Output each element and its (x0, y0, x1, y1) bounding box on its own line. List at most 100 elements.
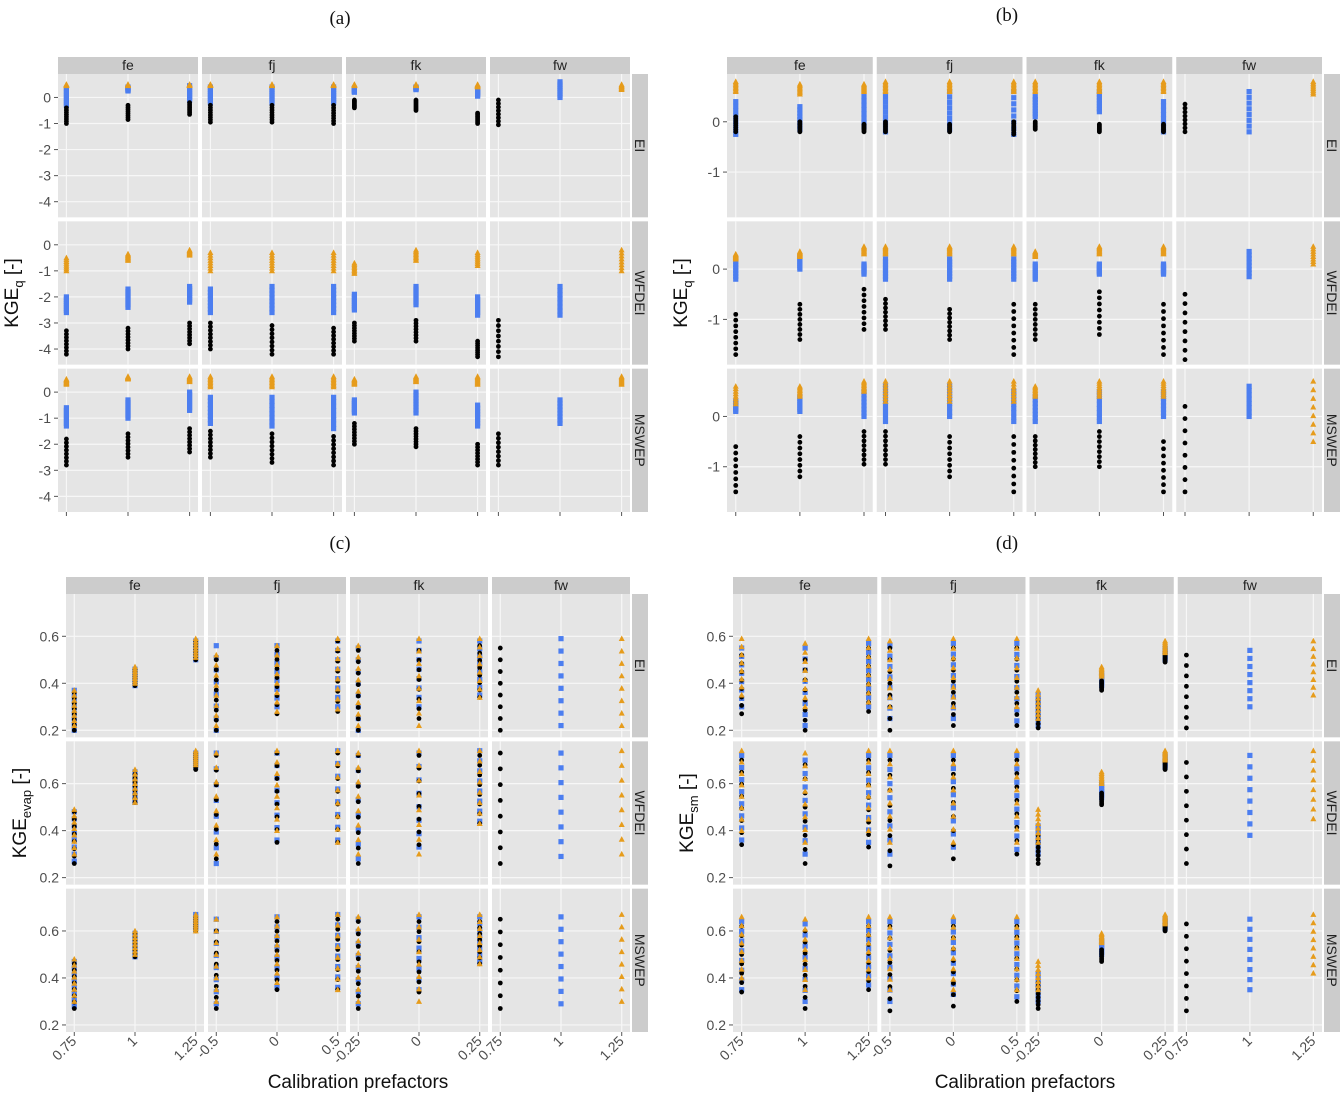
y-tick-label: -1 (708, 164, 721, 180)
point-blue (475, 302, 481, 308)
point-blue (950, 792, 956, 798)
point-black (950, 701, 956, 706)
point-blue (475, 294, 481, 300)
panel-label-a: (a) (329, 8, 350, 29)
point-black (733, 340, 739, 346)
point-orange (950, 664, 957, 671)
point-orange (1162, 920, 1169, 927)
point-blue (413, 87, 419, 93)
point-blue (331, 306, 337, 312)
point-blue (557, 287, 563, 294)
point-blue (1247, 696, 1253, 702)
strip-label-fj: fj (274, 577, 281, 593)
point-orange (618, 960, 625, 967)
point-orange (1010, 386, 1017, 393)
point-black (416, 929, 422, 935)
point-black (352, 338, 357, 344)
point-orange (886, 839, 893, 845)
point-blue (1096, 94, 1102, 100)
point-black (213, 707, 219, 713)
point-blue (413, 404, 419, 410)
point-blue (187, 402, 193, 408)
point-blue (861, 94, 867, 100)
point-blue (558, 809, 564, 815)
point-blue (1032, 96, 1038, 103)
point-black (274, 801, 280, 807)
point-blue (739, 752, 745, 759)
point-orange (1310, 412, 1317, 419)
point-orange (71, 968, 78, 974)
point-blue (1247, 798, 1253, 804)
point-black (496, 317, 501, 323)
point-blue (63, 407, 69, 413)
point-orange (865, 653, 872, 660)
point-orange (334, 932, 341, 939)
facet-charts: fe fj fk fwEI0-1-2-3-4WFDEI0-1-2-3-4MSWEP0-… (2, 57, 1340, 1067)
point-orange (416, 672, 422, 679)
point-blue (331, 394, 337, 400)
point-black (887, 716, 893, 721)
panel-label-b: (b) (996, 5, 1018, 26)
point-black (1161, 446, 1166, 452)
point-black (1032, 337, 1038, 342)
point-black (355, 783, 361, 789)
point-black (797, 434, 803, 439)
point-blue (187, 407, 193, 413)
point-orange (213, 722, 220, 728)
point-orange (132, 934, 138, 941)
point-black (1096, 129, 1102, 135)
point-black (1099, 687, 1105, 693)
strip-label-fw: fw (554, 577, 569, 593)
point-black (497, 845, 503, 851)
point-blue (557, 410, 563, 416)
point-orange (186, 252, 193, 258)
point-orange (865, 827, 872, 834)
point-orange (618, 911, 625, 917)
point-black (1011, 449, 1017, 455)
point-black (355, 727, 361, 733)
point-blue (797, 107, 803, 113)
point-orange (1035, 986, 1042, 993)
point-black (733, 311, 739, 317)
point-orange (1013, 986, 1020, 993)
point-orange (71, 992, 78, 998)
point-blue (207, 100, 213, 106)
point-blue (475, 402, 481, 408)
point-blue (413, 398, 419, 404)
point-black (1014, 712, 1020, 717)
point-orange (213, 672, 220, 678)
point-orange (213, 692, 220, 698)
point-black (352, 105, 357, 111)
point-black (861, 447, 867, 453)
point-orange (1310, 805, 1317, 812)
point-blue (475, 423, 481, 429)
point-blue (269, 291, 275, 297)
point-orange (334, 665, 341, 672)
point-blue (947, 413, 953, 420)
point-orange (476, 685, 483, 692)
point-blue (1014, 752, 1020, 759)
point-black (733, 329, 739, 335)
point-black (496, 435, 501, 441)
point-orange (71, 692, 78, 698)
point-orange (1310, 684, 1317, 690)
strip-row-MSWEP (1324, 368, 1340, 512)
point-orange (1035, 962, 1042, 968)
point-blue (331, 100, 337, 106)
point-black (416, 816, 422, 822)
point-orange (738, 683, 745, 690)
point-orange (1160, 393, 1167, 399)
strip-column-fj (208, 577, 346, 594)
x-tick-label: 0.75 (1161, 1033, 1192, 1064)
point-black (950, 678, 956, 684)
point-blue (1014, 806, 1020, 812)
point-black (1035, 849, 1041, 854)
point-orange (946, 250, 953, 257)
point-blue (187, 389, 193, 395)
point-black (331, 333, 336, 339)
point-orange (950, 976, 957, 982)
point-orange (413, 82, 419, 89)
point-black (64, 440, 69, 446)
point-orange (882, 398, 889, 404)
point-black (797, 322, 803, 327)
